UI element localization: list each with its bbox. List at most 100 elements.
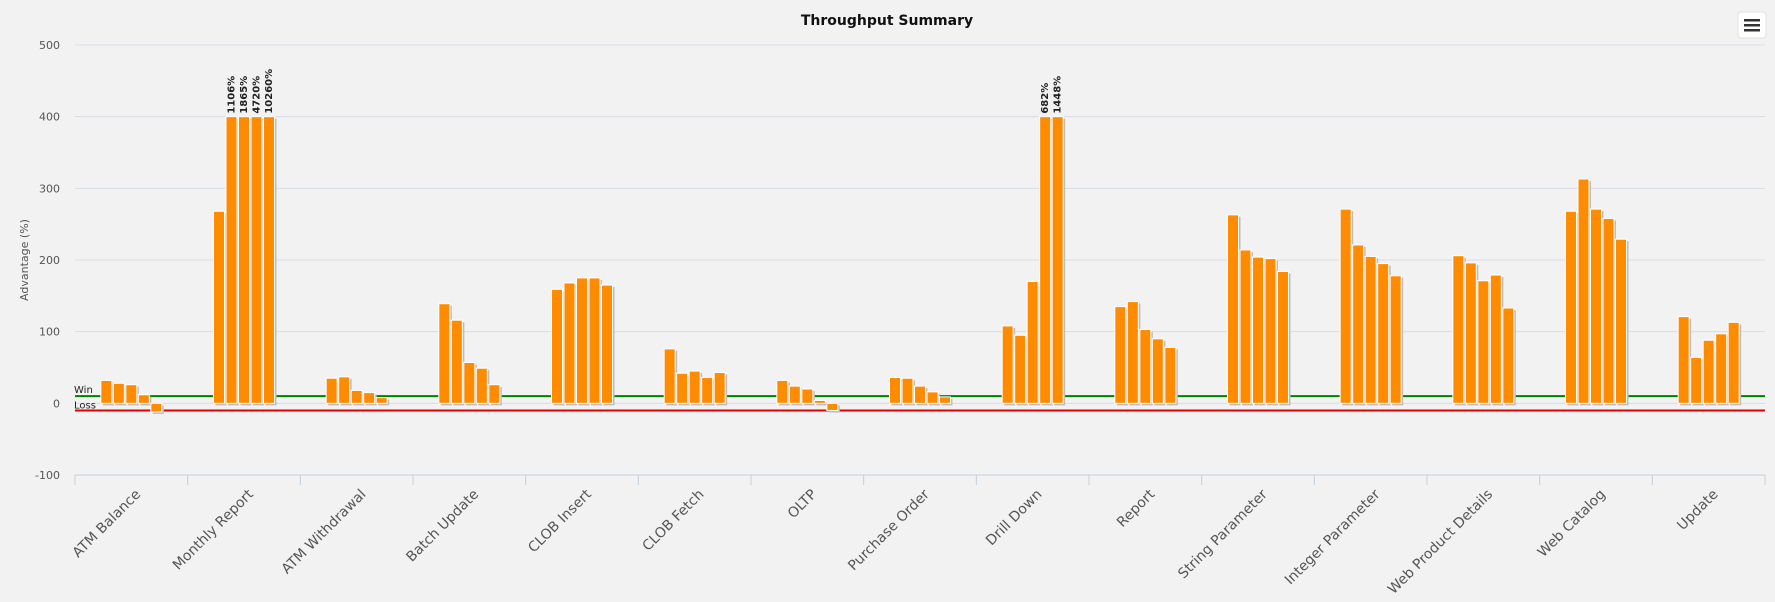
bar[interactable] bbox=[688, 370, 701, 404]
bar[interactable] bbox=[1502, 307, 1515, 404]
bar[interactable] bbox=[1114, 306, 1127, 404]
bar[interactable] bbox=[1464, 262, 1477, 404]
bar[interactable] bbox=[213, 210, 225, 404]
bar[interactable] bbox=[263, 116, 275, 404]
bar[interactable] bbox=[939, 396, 951, 404]
bar[interactable] bbox=[1164, 346, 1177, 404]
bar[interactable] bbox=[1602, 217, 1615, 404]
bar[interactable] bbox=[375, 397, 388, 404]
bar[interactable] bbox=[1252, 256, 1264, 404]
bar-group bbox=[1339, 208, 1404, 406]
bar[interactable] bbox=[150, 402, 163, 413]
bar-group bbox=[100, 379, 164, 414]
bar-group bbox=[663, 348, 728, 406]
bar[interactable] bbox=[1039, 116, 1052, 404]
bar[interactable] bbox=[1715, 333, 1728, 404]
bar[interactable] bbox=[914, 385, 926, 404]
bar[interactable] bbox=[137, 394, 150, 404]
bar[interactable] bbox=[1489, 274, 1502, 404]
bar[interactable] bbox=[676, 372, 689, 404]
y-axis-label: Advantage (%) bbox=[18, 219, 31, 301]
bars-layer: 1106% 1865% 4720% 10260% 682% 1448% bbox=[100, 69, 1742, 414]
bar[interactable] bbox=[125, 384, 138, 404]
bar[interactable] bbox=[350, 389, 363, 404]
bar[interactable] bbox=[551, 288, 563, 404]
bar[interactable] bbox=[1364, 255, 1377, 404]
bar[interactable] bbox=[1577, 178, 1590, 404]
bar[interactable] bbox=[1001, 325, 1014, 404]
bar[interactable] bbox=[713, 372, 726, 404]
bar[interactable] bbox=[1452, 255, 1465, 404]
bar-group bbox=[1565, 178, 1629, 406]
bar[interactable] bbox=[1615, 238, 1627, 404]
bar[interactable] bbox=[112, 382, 125, 404]
bar[interactable] bbox=[1352, 244, 1365, 404]
bar[interactable] bbox=[1677, 316, 1690, 404]
bar-group bbox=[776, 379, 840, 413]
bar[interactable] bbox=[1239, 249, 1252, 404]
bar[interactable] bbox=[1026, 281, 1039, 404]
bar[interactable] bbox=[1727, 321, 1740, 404]
y-tick-label: -100 bbox=[35, 469, 60, 482]
bar[interactable] bbox=[1377, 263, 1390, 404]
bar[interactable] bbox=[475, 367, 488, 404]
y-tick-label: 500 bbox=[39, 39, 60, 52]
bar-shadow bbox=[816, 402, 828, 406]
bar[interactable] bbox=[926, 391, 939, 404]
bar[interactable] bbox=[488, 384, 501, 404]
bar-group: 682% 1448% bbox=[1001, 76, 1066, 406]
bar[interactable] bbox=[563, 282, 576, 404]
bar[interactable] bbox=[338, 376, 351, 404]
bar[interactable] bbox=[1139, 329, 1152, 404]
bar[interactable] bbox=[1590, 208, 1602, 404]
bar[interactable] bbox=[1126, 301, 1139, 404]
bar[interactable] bbox=[1151, 338, 1164, 404]
data-label: 682% bbox=[1040, 83, 1051, 114]
y-tick-label: 100 bbox=[39, 326, 60, 339]
data-label: 1448% bbox=[1053, 76, 1064, 114]
bar[interactable] bbox=[801, 388, 814, 404]
bar[interactable] bbox=[901, 377, 914, 404]
bar[interactable] bbox=[325, 377, 338, 404]
loss-line-label: Loss bbox=[74, 401, 96, 412]
bar[interactable] bbox=[363, 392, 376, 404]
bar[interactable] bbox=[663, 348, 676, 404]
bar[interactable] bbox=[450, 319, 463, 404]
bar[interactable] bbox=[1051, 116, 1064, 404]
y-tick-label: 200 bbox=[39, 254, 60, 267]
bar[interactable] bbox=[1477, 280, 1490, 404]
bar[interactable] bbox=[100, 379, 113, 404]
bar[interactable] bbox=[1565, 210, 1577, 404]
bar[interactable] bbox=[438, 303, 451, 404]
bar[interactable] bbox=[826, 402, 839, 412]
bar[interactable] bbox=[1014, 334, 1027, 404]
bar[interactable] bbox=[1277, 270, 1289, 404]
data-label: 10260% bbox=[264, 69, 275, 114]
bar[interactable] bbox=[250, 116, 263, 404]
bar-group bbox=[1114, 301, 1178, 406]
bar[interactable] bbox=[576, 277, 588, 404]
chart-menu-button[interactable] bbox=[1737, 11, 1767, 39]
bar[interactable] bbox=[1389, 275, 1402, 404]
bar[interactable] bbox=[588, 277, 601, 404]
win-line-label: Win bbox=[74, 385, 93, 396]
bar[interactable] bbox=[1690, 356, 1703, 404]
bar-group bbox=[1452, 255, 1516, 406]
bar[interactable] bbox=[238, 116, 250, 404]
bar-group bbox=[325, 376, 390, 406]
bar[interactable] bbox=[889, 377, 901, 404]
bar[interactable] bbox=[601, 284, 613, 404]
bar[interactable] bbox=[1339, 208, 1352, 404]
bar[interactable] bbox=[1264, 258, 1277, 404]
bar[interactable] bbox=[813, 399, 826, 404]
bar[interactable] bbox=[1702, 339, 1715, 404]
bar[interactable] bbox=[1227, 214, 1239, 404]
bar[interactable] bbox=[463, 361, 476, 404]
bar[interactable] bbox=[776, 379, 789, 404]
bar[interactable] bbox=[788, 385, 801, 404]
y-tick-label: 300 bbox=[39, 182, 60, 195]
bar[interactable] bbox=[225, 116, 238, 404]
bar[interactable] bbox=[701, 377, 714, 404]
